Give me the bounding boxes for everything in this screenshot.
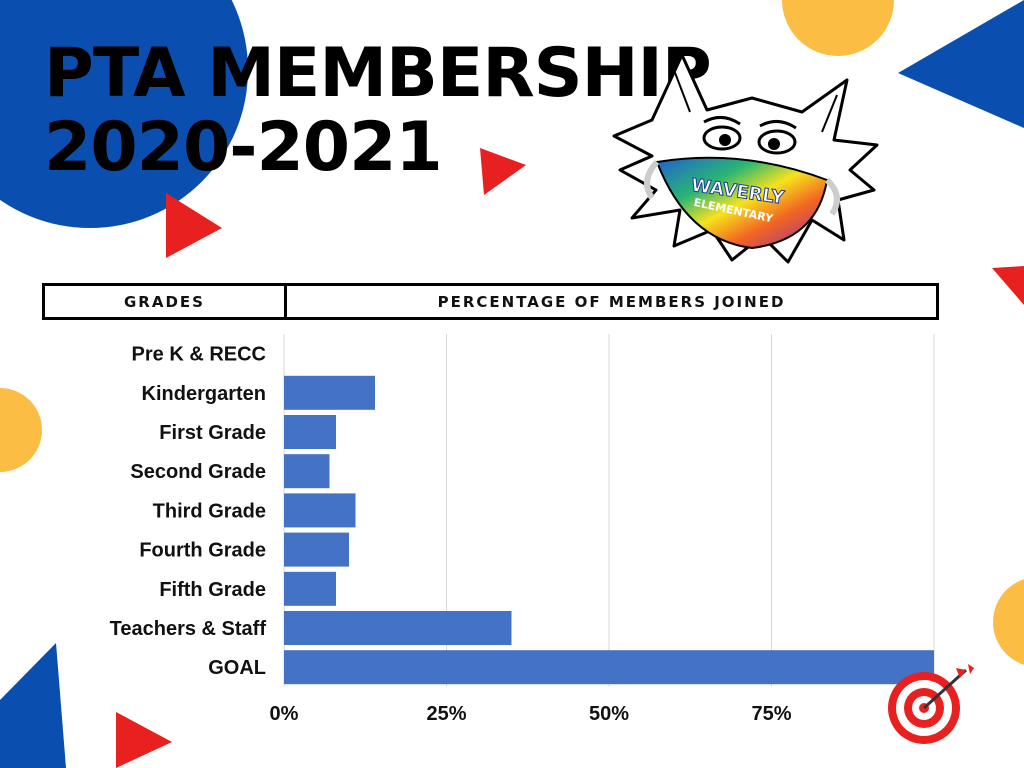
page-subtitle-year: 2020-2021	[44, 108, 443, 187]
x-tick-label: 50%	[589, 703, 629, 725]
bar	[284, 532, 349, 567]
yellow-circle-decoration	[993, 579, 1024, 665]
grades-column-header: GRADES	[45, 286, 287, 317]
x-tick-label: 0%	[270, 703, 299, 725]
category-label: Fourth Grade	[139, 540, 266, 562]
category-label: Third Grade	[153, 500, 266, 522]
category-label: First Grade	[159, 422, 266, 444]
x-tick-label: 75%	[751, 703, 791, 725]
red-triangle-decoration	[992, 266, 1024, 305]
red-triangle-decoration	[480, 148, 526, 195]
category-label: Kindergarten	[142, 383, 266, 405]
bar	[284, 454, 330, 489]
bar	[284, 650, 934, 685]
category-label: Second Grade	[130, 461, 266, 483]
red-triangle-decoration	[166, 193, 222, 258]
bar	[284, 375, 375, 410]
percentage-column-header: PERCENTAGE OF MEMBERS JOINED	[437, 292, 786, 311]
bullseye-target-icon	[888, 664, 974, 744]
bar	[284, 611, 512, 645]
bar	[284, 415, 336, 449]
x-tick-label: 25%	[426, 703, 466, 725]
bar	[284, 493, 356, 528]
category-label: Fifth Grade	[159, 579, 266, 601]
table-header: GRADES PERCENTAGE OF MEMBERS JOINED	[42, 283, 939, 320]
red-triangle-decoration	[116, 712, 172, 768]
category-label: GOAL	[208, 657, 266, 679]
yellow-circle-decoration	[782, 0, 894, 56]
bar	[284, 571, 336, 606]
blue-triangle-decoration	[0, 643, 66, 768]
category-label: Teachers & Staff	[110, 618, 267, 640]
page-title: PTA MEMBERSHIP	[44, 34, 712, 113]
wolf-mascot-image: WAVERLY ELEMENTARY	[612, 53, 879, 264]
yellow-circle-decoration	[0, 388, 42, 472]
blue-triangle-decoration	[898, 0, 1024, 128]
blue-circle-decoration	[0, 0, 248, 228]
category-label: Pre K & RECC	[132, 344, 266, 366]
